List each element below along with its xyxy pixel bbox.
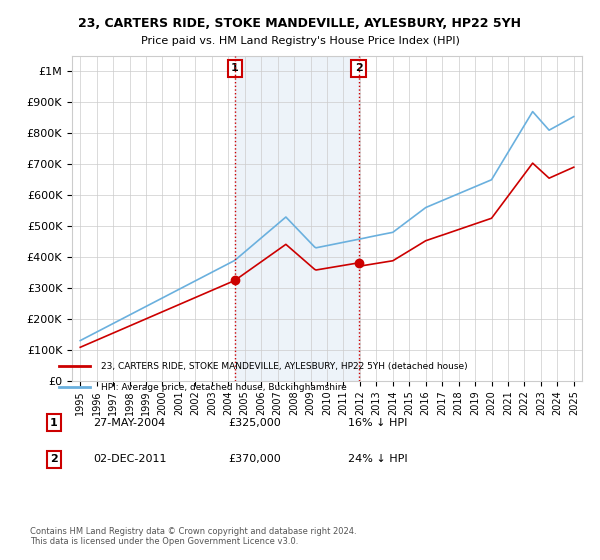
Text: £370,000: £370,000 <box>228 454 281 464</box>
Bar <box>235 56 359 381</box>
Text: 23, CARTERS RIDE, STOKE MANDEVILLE, AYLESBURY, HP22 5YH: 23, CARTERS RIDE, STOKE MANDEVILLE, AYLE… <box>79 17 521 30</box>
Text: 02-DEC-2011: 02-DEC-2011 <box>93 454 167 464</box>
Text: HPI: Average price, detached house, Buckinghamshire: HPI: Average price, detached house, Buck… <box>101 382 347 391</box>
Text: 27-MAY-2004: 27-MAY-2004 <box>93 418 165 428</box>
Text: Contains HM Land Registry data © Crown copyright and database right 2024.
This d: Contains HM Land Registry data © Crown c… <box>30 526 356 546</box>
Text: 1: 1 <box>231 63 239 73</box>
Text: 16% ↓ HPI: 16% ↓ HPI <box>348 418 407 428</box>
Text: 1: 1 <box>50 418 58 428</box>
Text: Price paid vs. HM Land Registry's House Price Index (HPI): Price paid vs. HM Land Registry's House … <box>140 36 460 46</box>
Text: 23, CARTERS RIDE, STOKE MANDEVILLE, AYLESBURY, HP22 5YH (detached house): 23, CARTERS RIDE, STOKE MANDEVILLE, AYLE… <box>101 362 467 371</box>
Text: 2: 2 <box>50 454 58 464</box>
Text: 24% ↓ HPI: 24% ↓ HPI <box>348 454 407 464</box>
Text: 2: 2 <box>355 63 362 73</box>
Text: £325,000: £325,000 <box>228 418 281 428</box>
